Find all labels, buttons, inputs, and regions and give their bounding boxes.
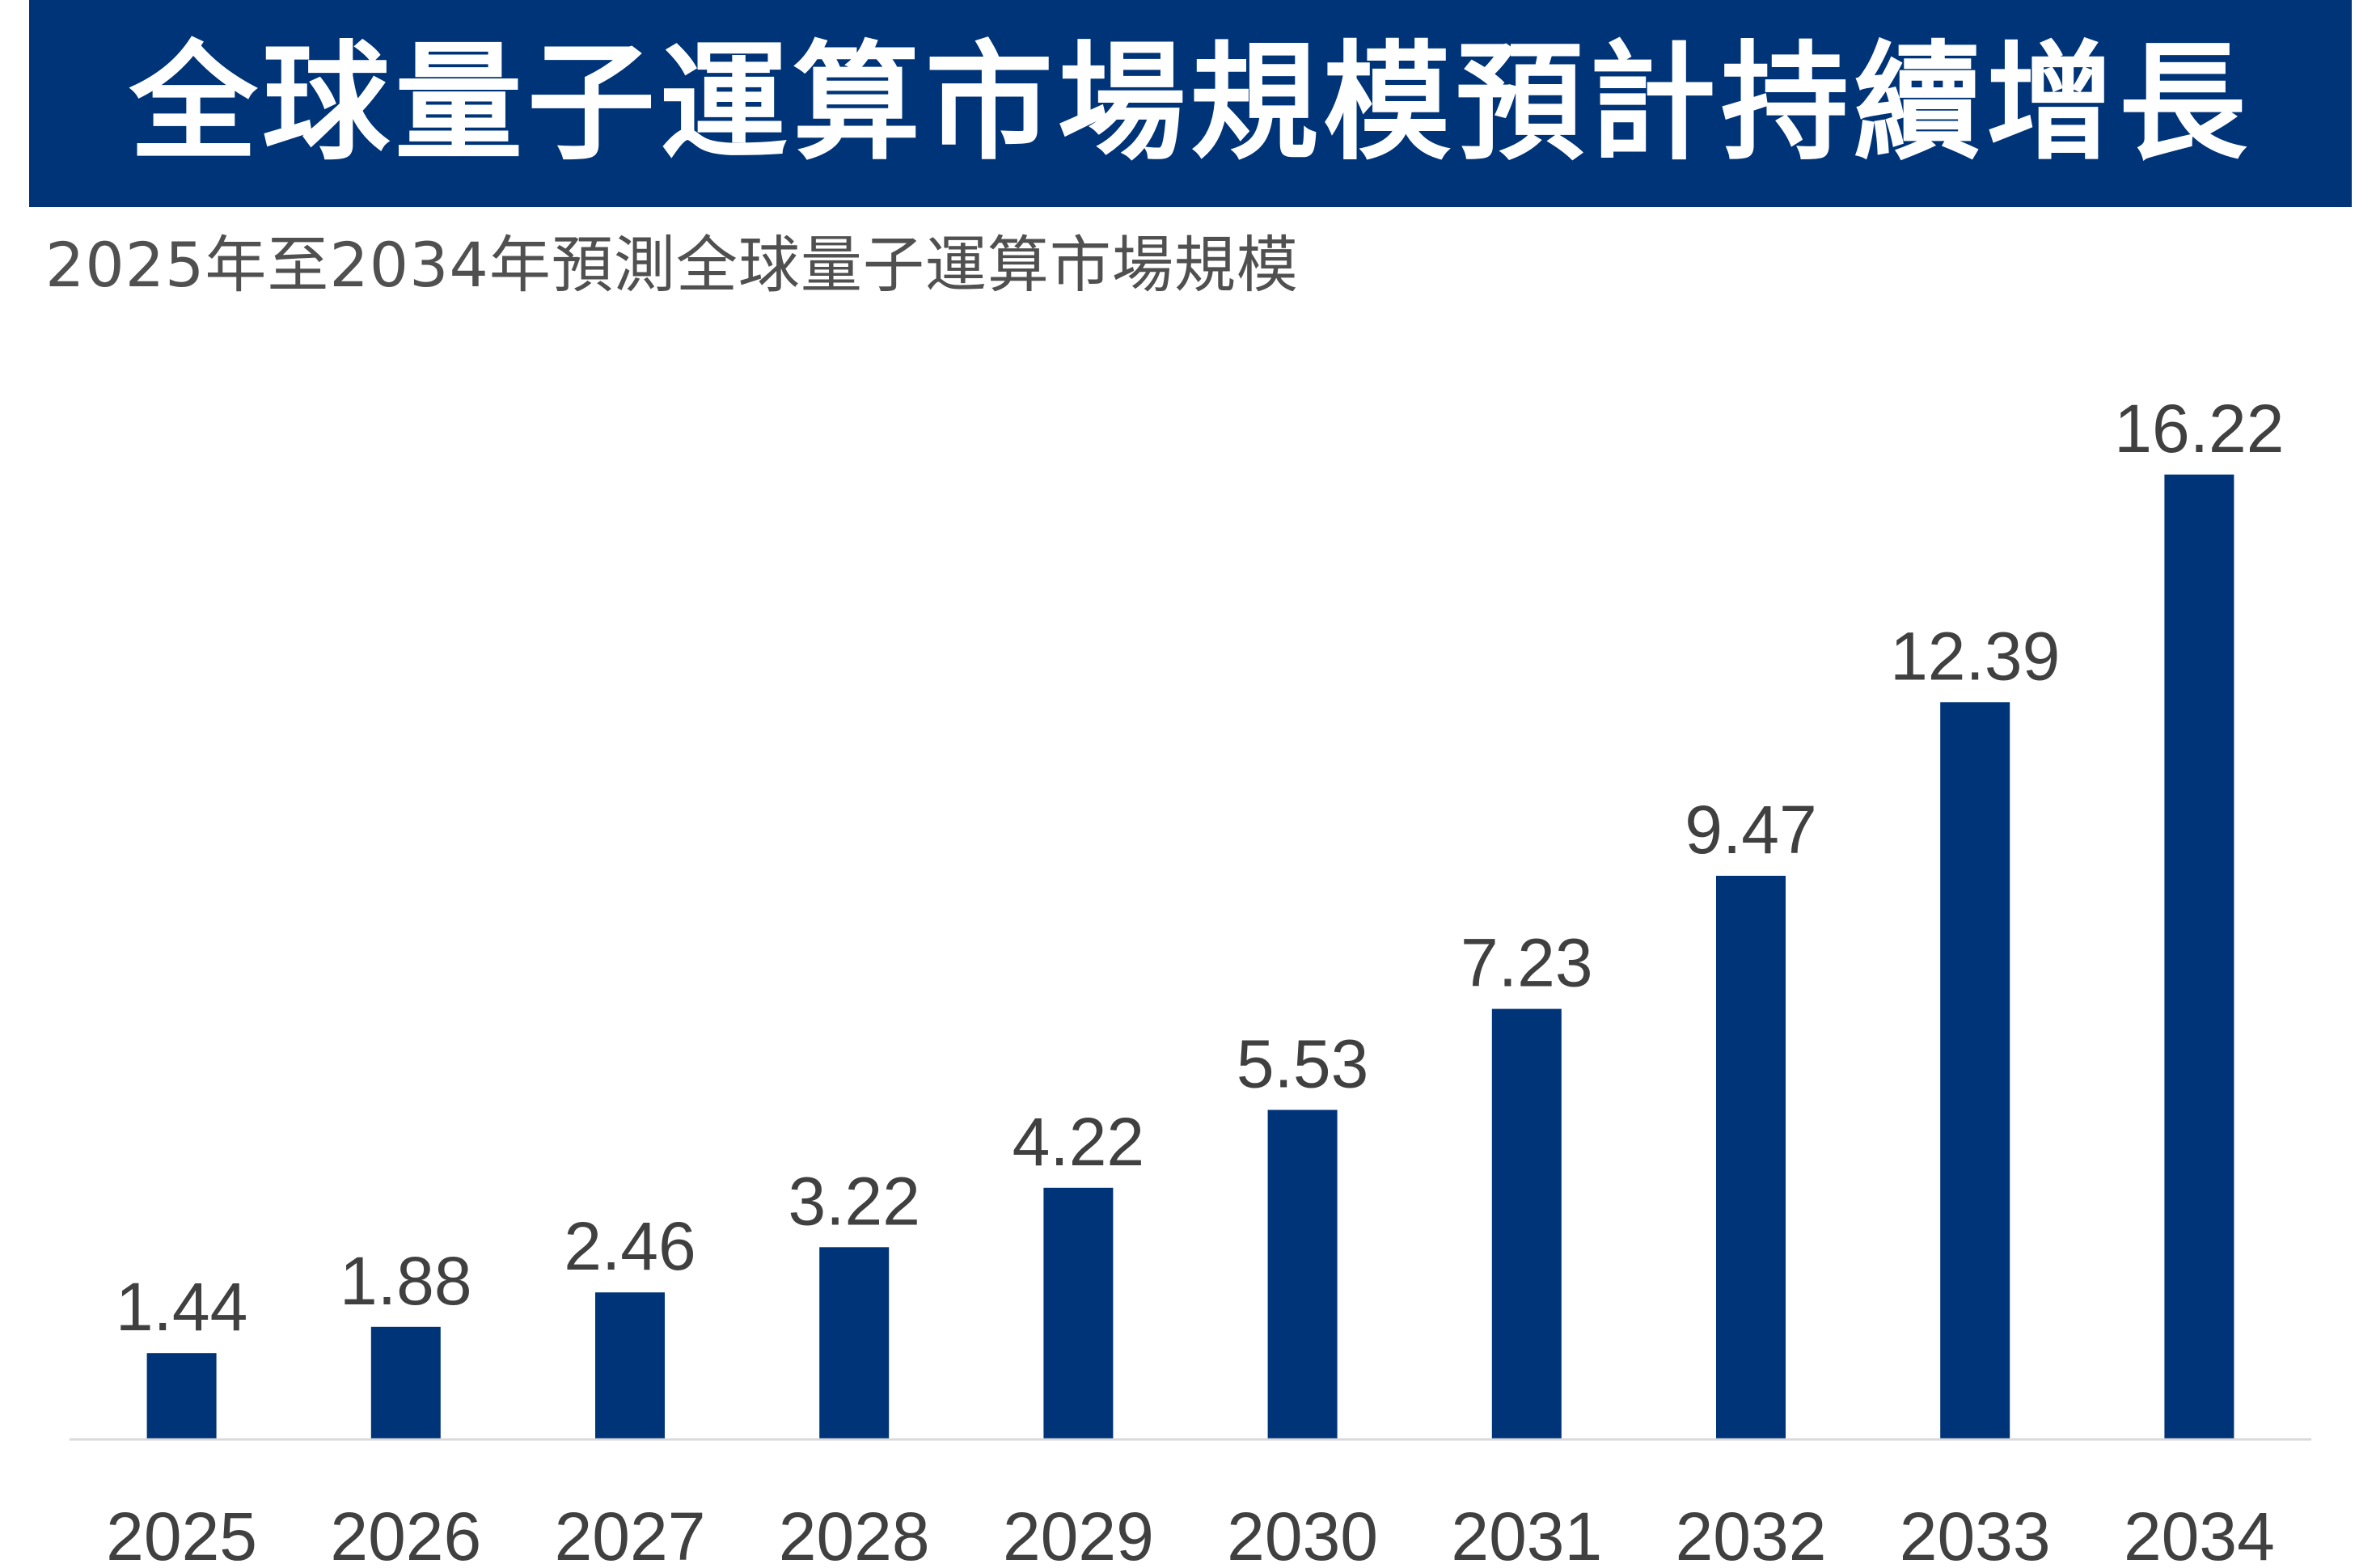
value-labels-group: 1.44 1.88 2.46 3.22 4.22 5.53 7.23 9.47 12.39 16.… xyxy=(116,391,2285,1345)
x-tick-label: 2030 xyxy=(1227,1498,1378,1568)
bar-2025 xyxy=(146,1353,217,1439)
bar-value-label: 7.23 xyxy=(1461,925,1593,1001)
x-tick-label: 2033 xyxy=(1900,1498,2051,1568)
bar-value-label: 4.22 xyxy=(1013,1104,1145,1180)
bars-group xyxy=(146,474,2234,1439)
x-tick-label: 2027 xyxy=(555,1498,706,1568)
bar-2027 xyxy=(595,1292,665,1439)
bar-value-label: 1.88 xyxy=(340,1243,472,1319)
bar-value-label: 3.22 xyxy=(788,1163,920,1239)
x-tick-label: 2034 xyxy=(2124,1498,2275,1568)
bar-2034 xyxy=(2164,474,2234,1439)
bar-value-label: 1.44 xyxy=(116,1269,248,1345)
bar-value-label: 5.53 xyxy=(1237,1026,1369,1102)
x-tick-labels-group: 2025 2026 2027 2028 2029 2030 2031 2032 2033 2034 xyxy=(106,1498,2275,1568)
bar-2026 xyxy=(370,1326,441,1439)
bar-2030 xyxy=(1267,1109,1338,1439)
bar-2028 xyxy=(819,1247,890,1439)
x-tick-label: 2025 xyxy=(106,1498,257,1568)
bar-value-label: 9.47 xyxy=(1685,792,1817,868)
x-tick-label: 2028 xyxy=(779,1498,930,1568)
chart-title: 全球量子運算市場規模預計持續增長 xyxy=(129,29,2251,178)
title-banner: 全球量子運算市場規模預計持續增長 xyxy=(29,0,2352,207)
bar-2032 xyxy=(1716,876,1786,1439)
x-tick-label: 2029 xyxy=(1003,1498,1154,1568)
bar-2029 xyxy=(1043,1187,1114,1439)
bar-value-label: 12.39 xyxy=(1890,618,2060,694)
bar-2033 xyxy=(1940,702,2010,1439)
bar-2031 xyxy=(1491,1008,1562,1439)
x-tick-label: 2026 xyxy=(330,1498,481,1568)
chart-subtitle: 2025年至2034年預測全球量子運算市場規模 xyxy=(45,229,1299,301)
x-tick-label: 2031 xyxy=(1451,1498,1602,1568)
bar-value-label: 2.46 xyxy=(564,1208,696,1284)
x-tick-label: 2032 xyxy=(1676,1498,1827,1568)
bar-value-label: 16.22 xyxy=(2114,391,2284,467)
